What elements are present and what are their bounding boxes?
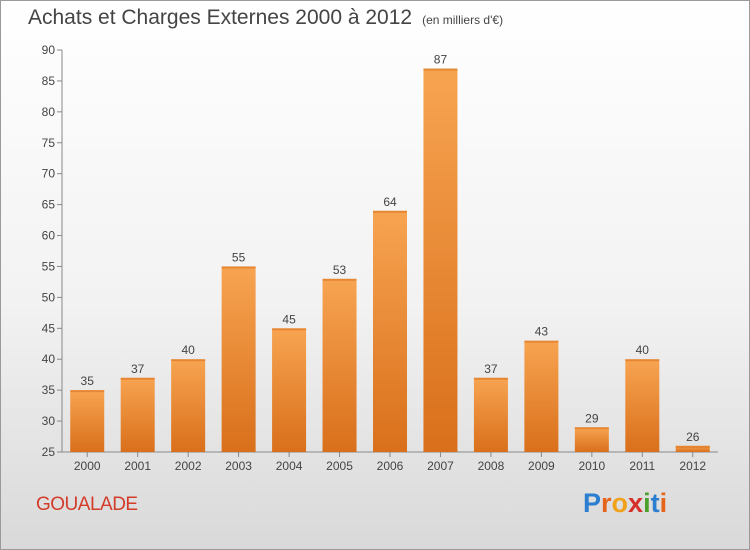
y-tick-label: 40 — [42, 352, 56, 366]
x-tick-label: 2008 — [478, 459, 505, 473]
bar — [272, 328, 307, 452]
y-tick-label: 70 — [42, 167, 56, 181]
logo-letter: o — [611, 488, 629, 518]
bar-top-edge — [473, 377, 508, 380]
bar-value-label: 43 — [535, 325, 549, 339]
x-tick-label: 2002 — [175, 459, 202, 473]
bar-value-label: 45 — [282, 312, 296, 326]
x-tick-label: 2005 — [326, 459, 353, 473]
bar-top-edge — [675, 445, 710, 448]
bar-value-label: 37 — [131, 362, 145, 376]
x-axis: 2000 2001 2002 2003 2004 2005 2006 2007 2008 2009… — [62, 451, 718, 473]
bar-top-edge — [171, 359, 206, 362]
bar-top-edge — [524, 340, 559, 343]
bar-value-label: 29 — [585, 411, 599, 425]
x-tick-label: 2007 — [427, 459, 454, 473]
bar-top-edge — [70, 390, 105, 393]
y-tick-label: 65 — [42, 198, 56, 212]
bar-value-label: 26 — [686, 430, 700, 444]
logo-letter: x — [628, 488, 644, 518]
y-tick-label: 85 — [42, 74, 56, 88]
proxiti-logo: Proxiti — [583, 488, 667, 519]
bar — [625, 359, 660, 452]
bar-top-edge — [574, 427, 609, 430]
logo-letter: r — [601, 488, 612, 518]
logo-letter: i — [659, 488, 668, 518]
bar-top-edge — [373, 210, 407, 213]
bar — [473, 377, 508, 452]
y-tick-label: 90 — [42, 43, 56, 57]
x-tick-label: 2000 — [74, 459, 101, 473]
bar-top-edge — [423, 68, 458, 71]
bar — [373, 210, 407, 452]
y-tick-label: 75 — [42, 136, 56, 150]
bar-value-label: 87 — [434, 53, 448, 67]
y-tick-label: 35 — [42, 383, 56, 397]
bar-value-label: 64 — [383, 195, 397, 209]
x-tick-label: 2001 — [124, 459, 151, 473]
bar — [423, 68, 458, 453]
bar-value-label: 35 — [81, 374, 95, 388]
location-name: GOUALADE — [36, 494, 138, 515]
bar-top-edge — [322, 278, 357, 281]
y-tick-label: 55 — [42, 259, 56, 273]
bar — [120, 377, 155, 452]
x-tick-label: 2006 — [377, 459, 404, 473]
bar-top-edge — [625, 359, 660, 362]
logo-letter: t — [650, 488, 660, 518]
bar-value-label: 40 — [181, 343, 195, 357]
y-tick-label: 25 — [42, 445, 56, 459]
logo-letter: P — [583, 488, 602, 518]
bar-top-edge — [120, 377, 155, 380]
bar — [524, 340, 559, 452]
y-tick-label: 50 — [42, 290, 56, 304]
x-tick-label: 2011 — [629, 459, 655, 473]
x-tick-label: 2004 — [276, 459, 303, 473]
chart-title: Achats et Charges Externes 2000 à 2012 (e… — [28, 6, 503, 30]
y-tick-label: 60 — [42, 229, 56, 243]
bar — [322, 278, 357, 452]
bar — [70, 390, 105, 452]
bar — [574, 427, 609, 452]
y-axis: 25 30 35 40 45 50 55 60 65 70 75 80 85 90 — [42, 43, 63, 459]
x-tick-label: 2012 — [679, 459, 706, 473]
bar — [221, 266, 256, 452]
title-text: Achats et Charges Externes 2000 à 2012 — [28, 6, 413, 29]
x-tick-label: 2009 — [528, 459, 555, 473]
bar-value-label: 55 — [232, 250, 246, 264]
bar — [171, 359, 206, 452]
x-tick-label: 2003 — [225, 459, 252, 473]
x-tick-label: 2010 — [578, 459, 605, 473]
bar-value-label: 53 — [333, 263, 347, 277]
y-tick-label: 45 — [42, 321, 56, 335]
bars — [70, 68, 710, 453]
bar — [675, 445, 710, 452]
bar-value-label: 40 — [636, 343, 650, 357]
logo-letter: i — [643, 488, 651, 518]
bar-top-edge — [221, 266, 256, 269]
y-tick-label: 30 — [42, 414, 56, 428]
bar-top-edge — [272, 328, 307, 331]
title-unit: (en milliers d'€) — [422, 13, 504, 27]
y-tick-label: 80 — [42, 105, 56, 119]
data-labels: 35 37 40 55 45 53 64 87 37 43 29 40 26 — [81, 53, 700, 444]
bar-value-label: 37 — [484, 362, 498, 376]
